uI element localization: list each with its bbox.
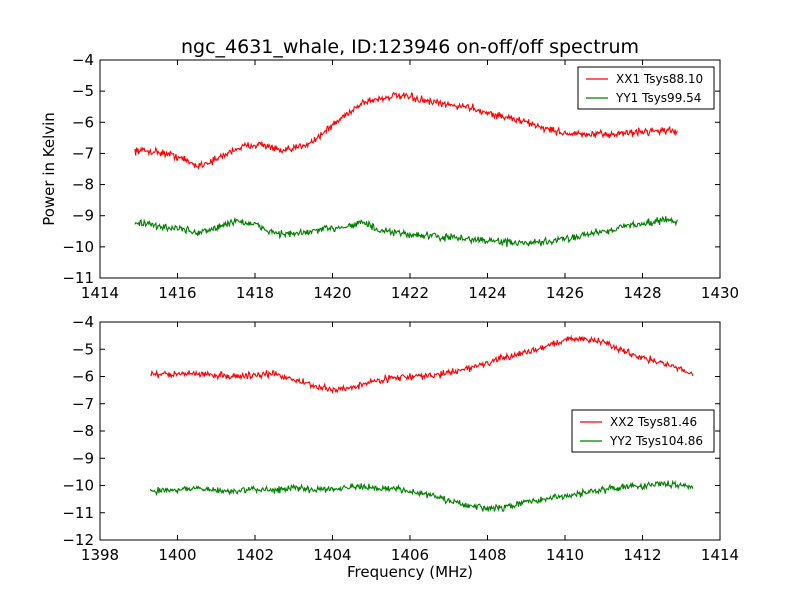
x-tick-label: 1404 <box>313 546 351 564</box>
x-tick-label: 1424 <box>468 284 506 302</box>
y-tick-label: −11 <box>62 269 94 287</box>
y-tick-label: −10 <box>62 238 94 256</box>
y-tick-label: −11 <box>62 504 94 522</box>
series-line-yy <box>134 215 678 247</box>
legend-label: XX2 Tsys81.46 <box>610 415 697 429</box>
legend-label: XX1 Tsys88.10 <box>616 72 703 86</box>
legend: XX2 Tsys81.46 YY2 Tsys104.86 <box>571 409 715 453</box>
x-tick-label: 1412 <box>623 546 661 564</box>
x-tick-label: 1416 <box>158 284 196 302</box>
y-tick-label: −9 <box>72 449 94 467</box>
legend-label: YY1 Tsys99.54 <box>615 91 701 105</box>
legend-box <box>577 66 715 110</box>
series-line-yy <box>149 479 694 513</box>
y-tick-label: −7 <box>72 144 94 162</box>
x-tick-label: 1414 <box>81 284 119 302</box>
y-tick-label: −4 <box>72 313 94 331</box>
x-axis-label: Frequency (MHz) <box>347 563 473 581</box>
series-line-xx <box>134 91 678 170</box>
y-tick-label: −5 <box>72 82 94 100</box>
x-tick-label: 1402 <box>236 546 274 564</box>
x-tick-label: 1410 <box>546 546 584 564</box>
y-axis-label: Power in Kelvin <box>40 112 58 226</box>
x-tick-label: 1426 <box>546 284 584 302</box>
series-line-xx <box>150 334 694 395</box>
legend-label: YY2 Tsys104.86 <box>609 434 703 448</box>
legend: XX1 Tsys88.10 YY1 Tsys99.54 <box>577 66 715 110</box>
y-tick-label: −4 <box>72 51 94 69</box>
x-tick-label: 1418 <box>236 284 274 302</box>
y-tick-label: −8 <box>72 176 94 194</box>
y-tick-label: −9 <box>72 207 94 225</box>
y-tick-label: −8 <box>72 422 94 440</box>
figure-title: ngc_4631_whale, ID:123946 on-off/off spe… <box>181 36 639 58</box>
bottom-plot: 1398 1400 1402 1404 1406 1408 1410 1412 1414 −4 −5… <box>62 313 739 581</box>
x-tick-label: 1406 <box>391 546 429 564</box>
x-tick-label: 1422 <box>391 284 429 302</box>
x-tick-label: 1400 <box>158 546 196 564</box>
y-tick-label: −6 <box>72 368 94 386</box>
x-tick-label: 1428 <box>623 284 661 302</box>
y-tick-label: −5 <box>72 340 94 358</box>
x-tick-label: 1408 <box>468 546 506 564</box>
x-tick-label: 1414 <box>701 546 739 564</box>
y-tick-label: −6 <box>72 113 94 131</box>
y-tick-label: −7 <box>72 395 94 413</box>
top-plot: 1414 1416 1418 1420 1422 1424 1426 1428 1430 −4 −5… <box>40 51 739 302</box>
x-tick-label: 1398 <box>81 546 119 564</box>
x-tick-label: 1420 <box>313 284 351 302</box>
legend-box <box>571 409 715 453</box>
y-tick-label: −12 <box>62 531 94 549</box>
x-tick-label: 1430 <box>701 284 739 302</box>
y-tick-label: −10 <box>62 477 94 495</box>
